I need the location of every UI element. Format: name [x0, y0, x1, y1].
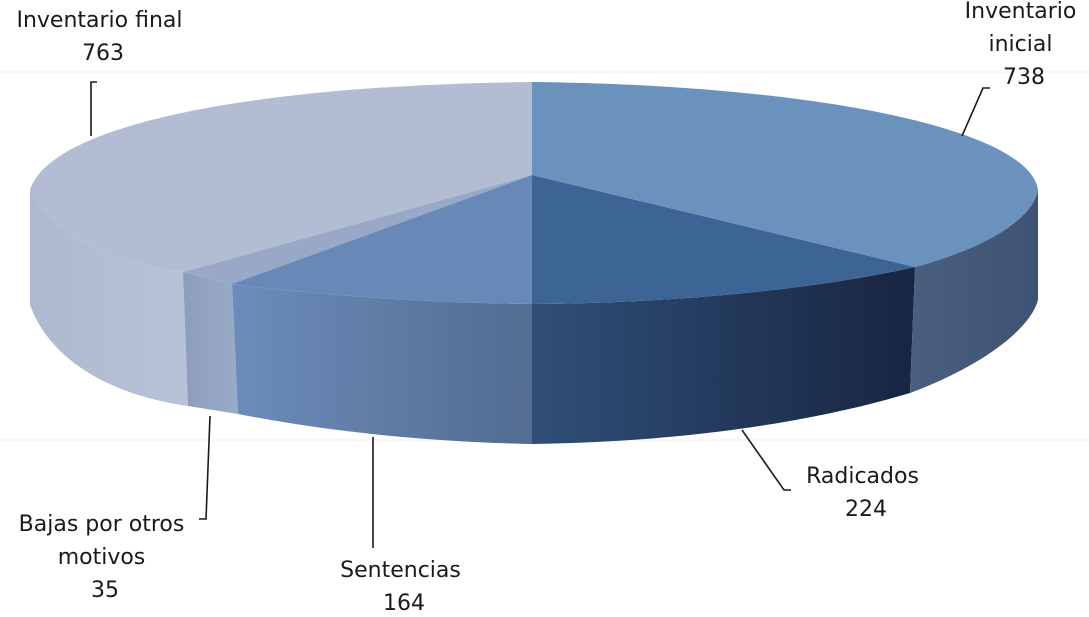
- slice-radicados: [532, 175, 915, 304]
- leader-line-inventario-final: [90, 81, 97, 136]
- side-radicados: [532, 267, 915, 444]
- label-inventario-final-line1: Inventario final: [16, 8, 182, 33]
- side-inventario-inicial: [910, 190, 1038, 393]
- slice-sentencias: [232, 175, 532, 304]
- slice-inventario-inicial: [532, 82, 1038, 267]
- label-bajas: Bajas por otros motivos 35: [19, 512, 192, 603]
- pie-top-faces: [30, 82, 1038, 304]
- label-inventario-final-value: 763: [82, 41, 124, 66]
- slice-inventario-final: [30, 82, 532, 272]
- label-bajas-line2: motivos: [58, 545, 146, 570]
- leader-lines: [90, 81, 990, 548]
- label-inventario-inicial: Inventario inicial 738: [965, 0, 1084, 90]
- label-inventario-final: Inventario final 763: [16, 8, 189, 66]
- label-bajas-value: 35: [91, 578, 119, 603]
- slice-bajas: [183, 175, 532, 284]
- leader-line-bajas: [199, 415, 211, 520]
- label-inventario-inicial-value: 738: [1003, 65, 1045, 90]
- label-sentencias-value: 164: [383, 591, 425, 616]
- leader-line-radicados: [741, 429, 791, 491]
- label-bajas-line1: Bajas por otros: [19, 512, 185, 537]
- label-sentencias-line1: Sentencias: [340, 558, 461, 583]
- label-inventario-inicial-line1: Inventario: [965, 0, 1077, 24]
- label-radicados-line1: Radicados: [806, 464, 919, 489]
- label-radicados-value: 224: [845, 497, 887, 522]
- side-bajas: [183, 272, 238, 414]
- side-sentencias: [232, 284, 532, 444]
- leader-line-inventario-inicial: [961, 87, 990, 137]
- side-inventario-final: [30, 190, 188, 406]
- pie-side-walls: [30, 190, 1038, 444]
- data-labels: Inventario inicial 738 Radicados 224 Sen…: [16, 0, 1084, 616]
- label-radicados: Radicados 224: [806, 464, 926, 522]
- label-sentencias: Sentencias 164: [340, 558, 468, 616]
- label-inventario-inicial-line2: inicial: [989, 32, 1053, 57]
